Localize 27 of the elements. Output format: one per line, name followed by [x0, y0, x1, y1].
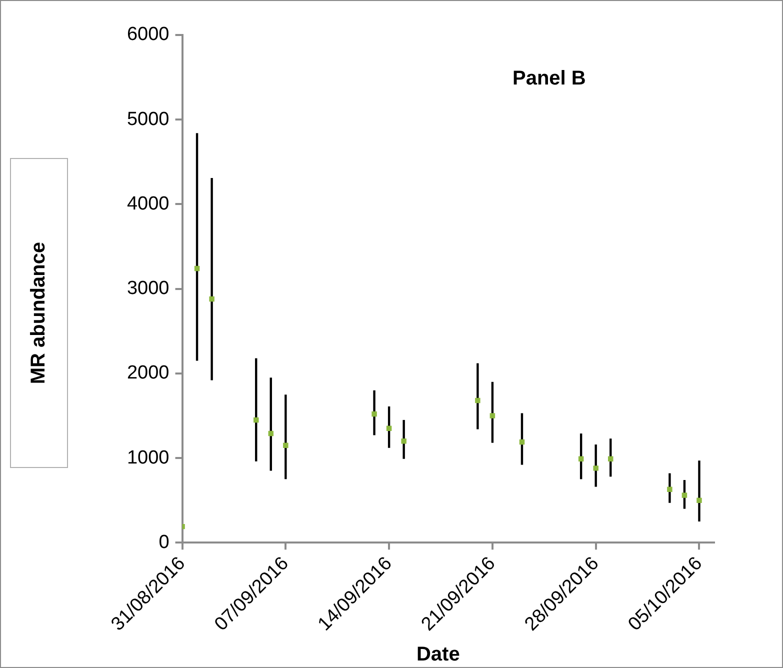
y-tick-label: 1000 — [126, 447, 170, 468]
point — [386, 426, 392, 432]
point — [209, 296, 214, 302]
point — [401, 438, 406, 444]
y-tick-label: 0 — [158, 532, 170, 553]
text: Panel B — [512, 68, 586, 90]
point — [254, 417, 259, 423]
y-tick-label: 4000 — [126, 193, 170, 214]
point — [682, 492, 688, 498]
point — [519, 439, 525, 445]
y-tick-label: 6000 — [126, 24, 170, 46]
point — [490, 413, 496, 418]
y-tick-label: 5000 — [126, 108, 170, 130]
y-tick-label: 3000 — [126, 278, 170, 300]
y-axis-title: MR abundance — [28, 242, 50, 384]
point — [194, 266, 200, 272]
point — [268, 430, 274, 436]
x-axis-title: Date — [416, 644, 460, 666]
point — [667, 486, 672, 492]
point — [283, 442, 288, 448]
point — [578, 456, 584, 462]
y-tick-label: 2000 — [126, 362, 170, 384]
point — [608, 456, 614, 462]
point — [593, 466, 598, 471]
point — [475, 398, 480, 404]
point — [372, 411, 377, 417]
point — [696, 498, 702, 503]
